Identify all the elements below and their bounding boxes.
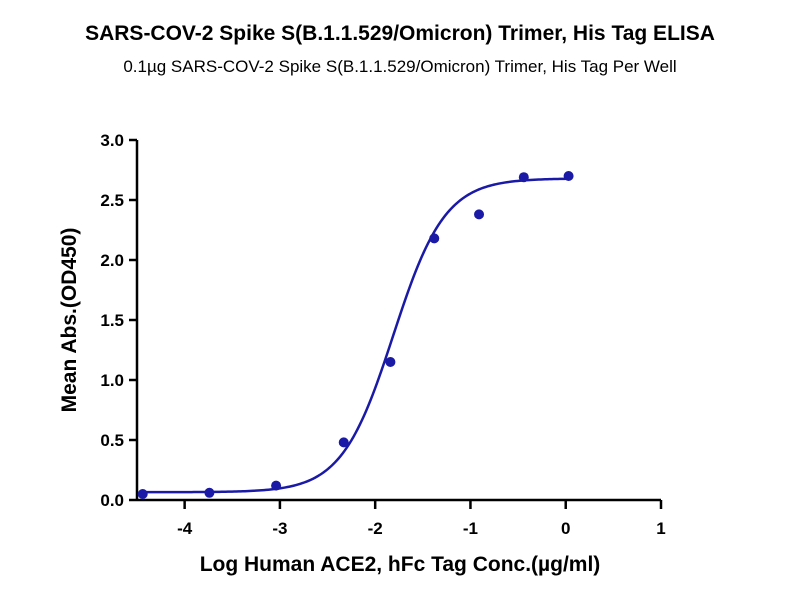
data-point	[271, 480, 282, 491]
data-point	[338, 437, 349, 448]
y-tick-label: 1.0	[100, 371, 124, 390]
data-point	[385, 357, 396, 367]
y-tick-label: 2.5	[100, 191, 124, 210]
y-tick-label: 2.0	[100, 251, 124, 270]
x-tick-label: -2	[368, 519, 383, 538]
x-axis-ticks: -4 -3 -2 -1 0 1	[177, 500, 666, 538]
y-tick-label: 0.5	[100, 431, 124, 450]
fit-curve	[142, 177, 569, 494]
data-point	[563, 171, 574, 181]
x-tick-label: -4	[177, 519, 193, 538]
y-tick-label: 1.5	[100, 311, 124, 330]
chart-subtitle: 0.1µg SARS-COV-2 Spike S(B.1.1.529/Omicr…	[123, 57, 676, 76]
y-axis-ticks: 0.0 0.5 1.0 1.5 2.0 2.5 3.0	[100, 131, 137, 510]
y-axis-label: Mean Abs.(OD450)	[58, 228, 81, 413]
x-tick-label: -3	[272, 519, 287, 538]
x-tick-label: -1	[463, 519, 478, 538]
chart-title: SARS-COV-2 Spike S(B.1.1.529/Omicron) Tr…	[85, 22, 715, 45]
data-point	[429, 233, 440, 244]
data-point	[518, 172, 529, 183]
data-point	[137, 489, 148, 499]
y-tick-label: 0.0	[100, 491, 124, 510]
data-point	[474, 209, 485, 220]
data-points	[137, 171, 574, 499]
x-axis-label: Log Human ACE2, hFc Tag Conc.(µg/ml)	[200, 553, 601, 576]
data-point	[204, 487, 215, 498]
x-tick-label: 1	[656, 519, 665, 538]
y-tick-label: 3.0	[100, 131, 124, 150]
x-tick-label: 0	[561, 519, 570, 538]
